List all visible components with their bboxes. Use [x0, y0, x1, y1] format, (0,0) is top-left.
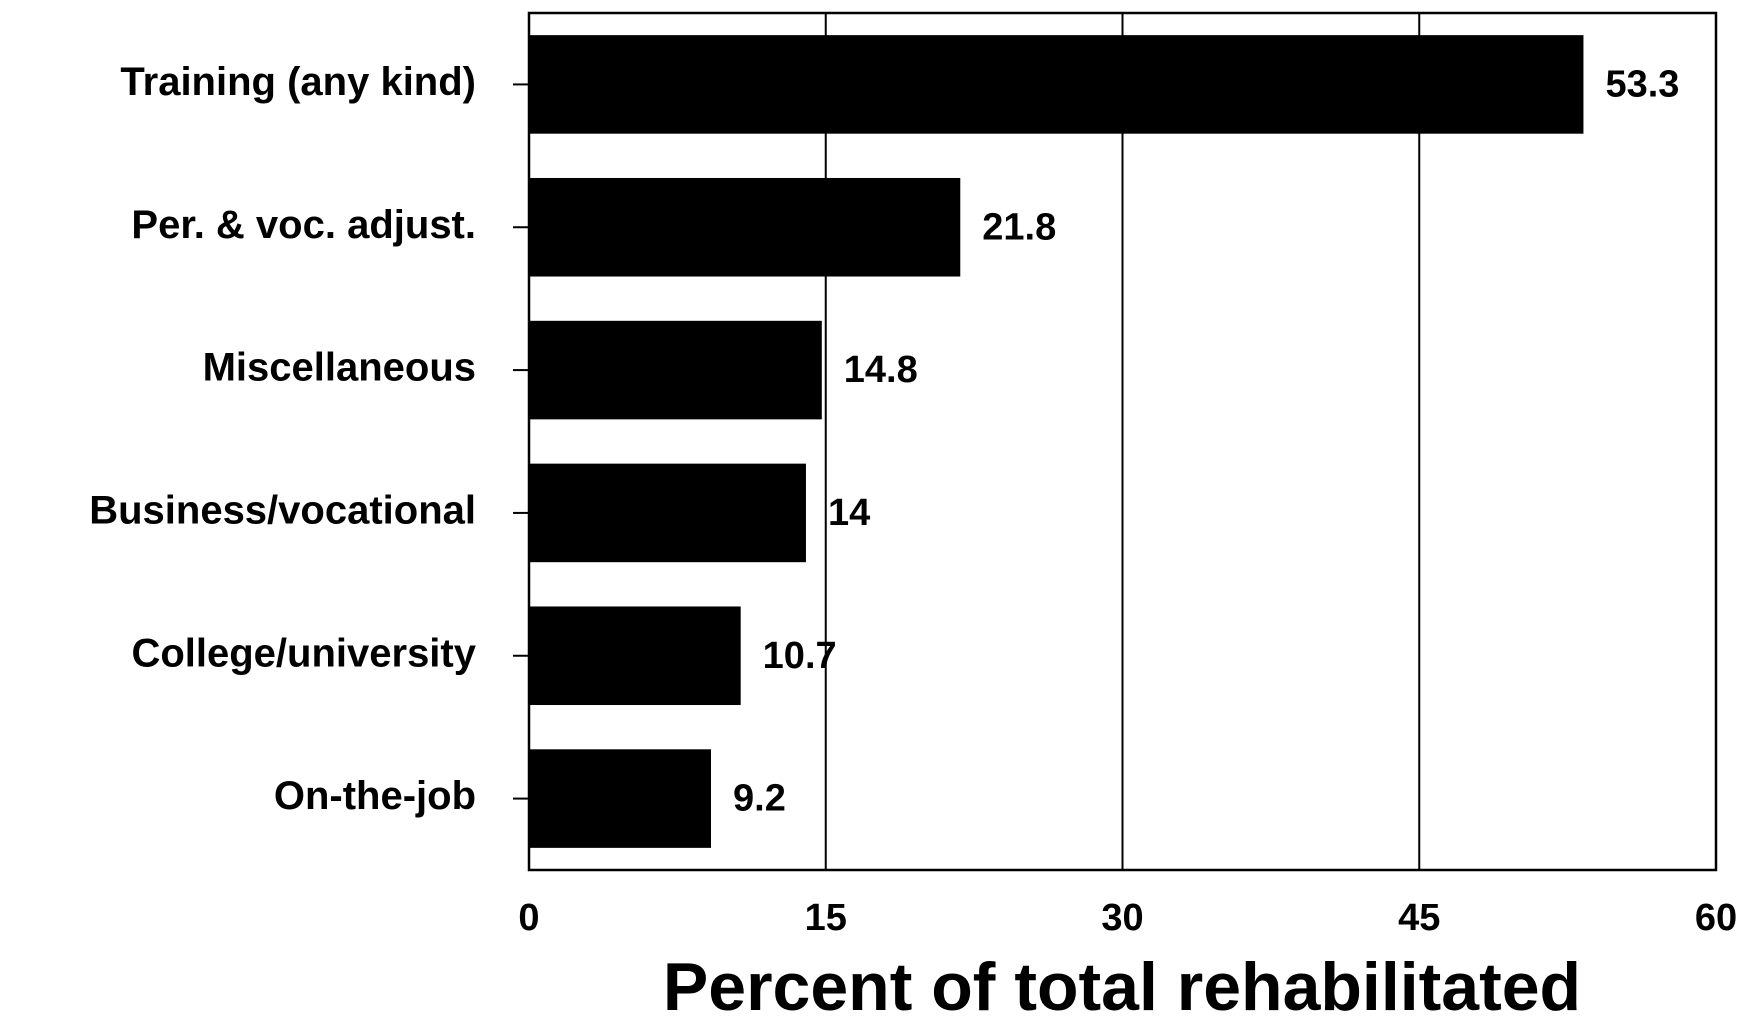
- value-label: 21.8: [982, 206, 1056, 248]
- bar: [529, 463, 806, 563]
- y-tick-label: Miscellaneous: [203, 346, 476, 390]
- y-tick-label: College/university: [131, 631, 476, 675]
- bar: [529, 749, 712, 848]
- value-label: 14.8: [844, 349, 918, 391]
- value-label: 53.3: [1605, 63, 1679, 105]
- plot-frame: [527, 11, 1718, 872]
- bar: [529, 35, 1584, 134]
- value-label: 10.7: [763, 635, 837, 677]
- x-tick-label: 45: [1398, 897, 1440, 939]
- y-tick-label: Business/vocational: [89, 488, 476, 532]
- x-axis-title: Percent of total rehabilitated: [663, 949, 1581, 1025]
- y-tick-label: Per. & voc. adjust.: [131, 203, 476, 247]
- x-tick-label: 0: [518, 897, 539, 939]
- value-label: 14: [828, 492, 870, 534]
- x-tick-label: 30: [1101, 897, 1143, 939]
- bar: [529, 320, 822, 420]
- x-tick-label: 15: [805, 897, 847, 939]
- y-tick-label: On-the-job: [274, 774, 476, 818]
- bar: [529, 606, 741, 706]
- x-tick-label: 60: [1695, 897, 1737, 939]
- value-label: 9.2: [733, 778, 786, 820]
- bar: [529, 177, 961, 277]
- y-tick-label: Training (any kind): [120, 60, 476, 104]
